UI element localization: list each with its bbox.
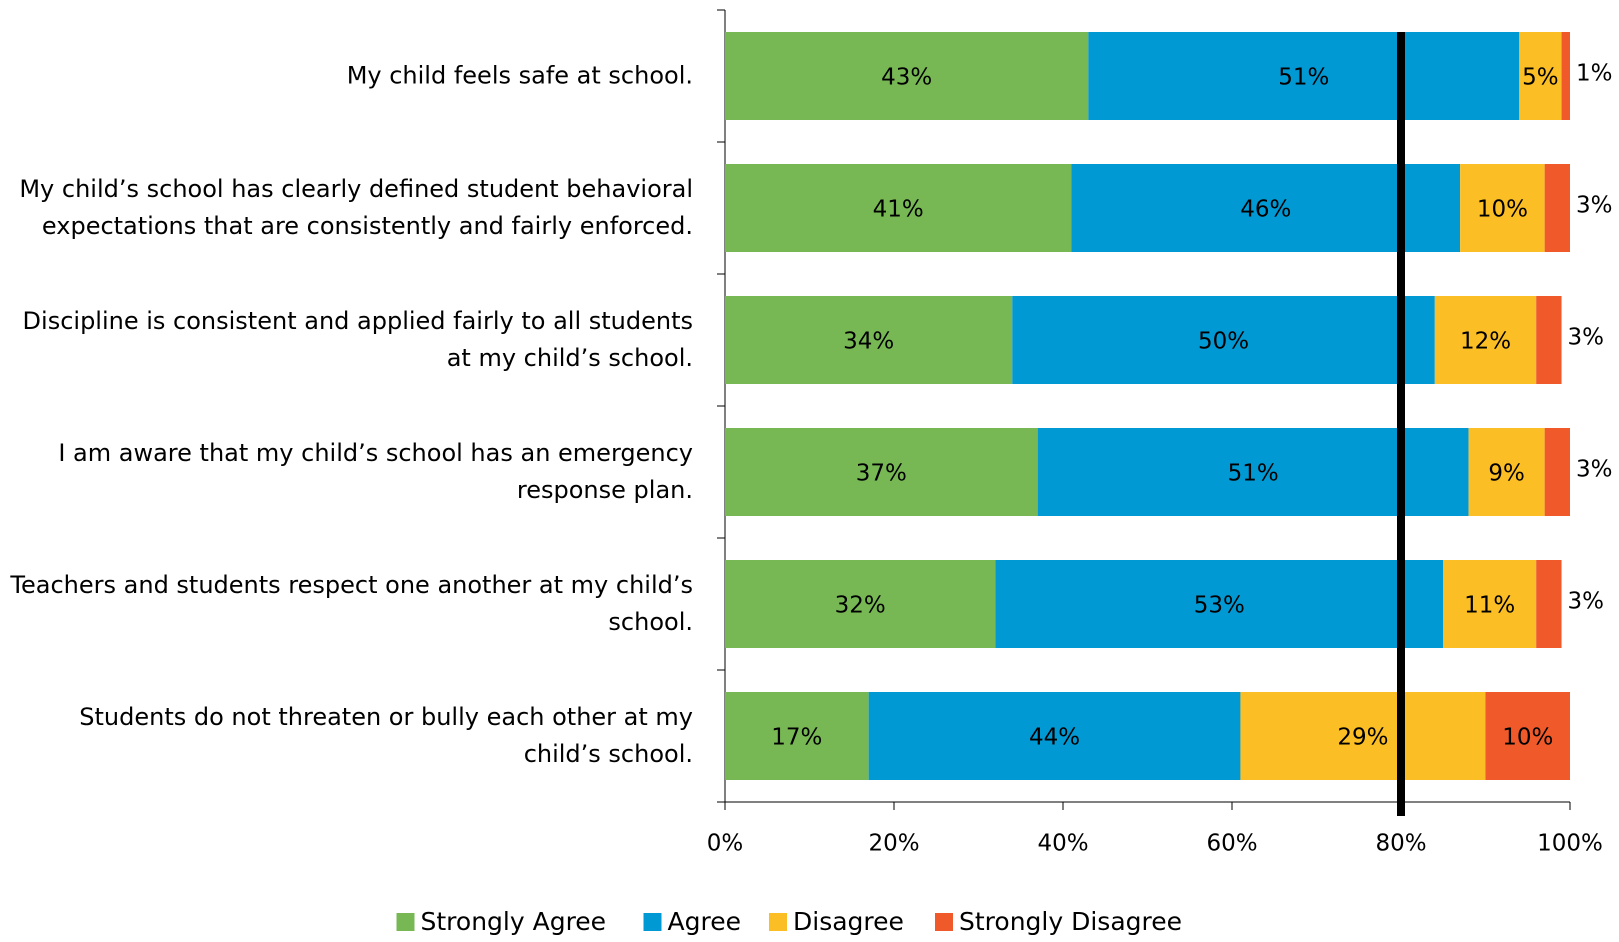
x-tick-label: 40% [1037, 831, 1088, 857]
bar-segment [725, 560, 996, 648]
legend-swatch [935, 913, 953, 931]
bar-segment [1519, 32, 1562, 120]
bar-segment [1536, 560, 1562, 648]
data-label: 44% [1029, 725, 1080, 751]
data-label: 53% [1194, 593, 1245, 619]
bar-segment [1088, 32, 1520, 120]
data-label: 51% [1278, 65, 1329, 91]
bar-segment [1037, 428, 1469, 516]
category-label: Teachers and students respect one anothe… [10, 571, 693, 636]
data-label: 3% [1568, 325, 1605, 351]
data-label: 11% [1464, 593, 1515, 619]
data-label: 10% [1477, 197, 1528, 223]
bar-segment [1544, 164, 1570, 252]
bar-segment [1071, 164, 1461, 252]
category-label: My child’s school has clearly defined st… [19, 175, 693, 240]
bar-segment [1544, 428, 1570, 516]
data-label: 10% [1502, 725, 1553, 751]
bar-segment [1485, 692, 1570, 780]
data-label: 1% [1576, 61, 1613, 87]
legend-label: Strongly Agree [421, 907, 607, 936]
legend-label: Disagree [793, 907, 904, 936]
data-label: 50% [1198, 329, 1249, 355]
legend-swatch [396, 913, 415, 931]
data-label: 32% [835, 593, 886, 619]
bar-segment [1536, 296, 1562, 384]
x-tick-label: 100% [1537, 831, 1603, 857]
category-label: I am aware that my child’s school has an… [58, 439, 693, 504]
data-label: 37% [856, 461, 907, 487]
bar-segment [725, 32, 1089, 120]
legend-label: Strongly Disagree [959, 907, 1182, 936]
x-tick-label: 60% [1206, 831, 1257, 857]
data-label: 41% [873, 197, 924, 223]
bar-segment [995, 560, 1444, 648]
bar-segment [1460, 164, 1545, 252]
data-label: 17% [771, 725, 822, 751]
bar-segment [725, 692, 869, 780]
bar-segment [725, 428, 1038, 516]
data-label: 46% [1240, 197, 1291, 223]
data-label: 9% [1488, 461, 1525, 487]
data-label: 3% [1568, 589, 1605, 615]
bar-segment [1240, 692, 1486, 780]
bar-segment [725, 164, 1072, 252]
data-label: 5% [1522, 65, 1559, 91]
category-label: My child feels safe at school. [346, 61, 693, 90]
category-label: Students do not threaten or bully each o… [79, 703, 693, 768]
bar-segment [868, 692, 1241, 780]
data-label: 12% [1460, 329, 1511, 355]
data-label: 29% [1337, 725, 1388, 751]
data-label: 34% [843, 329, 894, 355]
category-label: Discipline is consistent and applied fai… [22, 307, 693, 372]
x-tick-label: 80% [1375, 831, 1426, 857]
legend-swatch [643, 913, 662, 931]
data-label: 43% [881, 65, 932, 91]
bar-segment [1012, 296, 1435, 384]
bar-segment [1561, 32, 1570, 120]
x-tick-label: 20% [868, 831, 919, 857]
data-label: 51% [1228, 461, 1279, 487]
legend-swatch [769, 913, 787, 931]
data-label: 3% [1576, 193, 1613, 219]
bar-segment [725, 296, 1013, 384]
legend-label: Agree [668, 907, 741, 936]
data-label: 3% [1576, 457, 1613, 483]
bar-segment [1468, 428, 1545, 516]
bar-segment [1434, 296, 1537, 384]
x-tick-label: 0% [707, 831, 744, 857]
bar-segment [1443, 560, 1537, 648]
